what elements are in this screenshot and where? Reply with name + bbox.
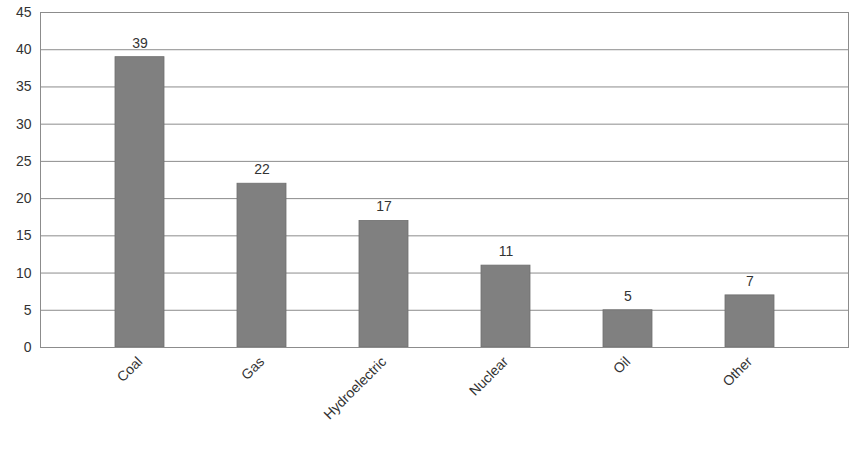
svg-text:10: 10 <box>16 265 32 281</box>
svg-text:35: 35 <box>16 78 32 94</box>
svg-text:Other: Other <box>719 353 755 389</box>
svg-text:39: 39 <box>132 35 148 51</box>
svg-text:7: 7 <box>746 273 754 289</box>
svg-text:25: 25 <box>16 153 32 169</box>
svg-text:Coal: Coal <box>114 353 146 385</box>
svg-text:40: 40 <box>16 41 32 57</box>
svg-text:Gas: Gas <box>238 353 267 382</box>
svg-text:0: 0 <box>24 339 32 355</box>
svg-text:22: 22 <box>254 161 270 177</box>
svg-text:45: 45 <box>16 4 32 20</box>
svg-text:20: 20 <box>16 190 32 206</box>
svg-text:Oil: Oil <box>610 353 633 376</box>
svg-text:11: 11 <box>499 243 514 259</box>
svg-text:Hydroelectric: Hydroelectric <box>320 353 389 422</box>
svg-text:30: 30 <box>16 116 32 132</box>
svg-text:Nuclear: Nuclear <box>466 353 512 399</box>
svg-text:17: 17 <box>376 198 392 214</box>
svg-text:5: 5 <box>24 302 32 318</box>
svg-text:15: 15 <box>16 227 32 243</box>
svg-text:5: 5 <box>624 288 632 304</box>
